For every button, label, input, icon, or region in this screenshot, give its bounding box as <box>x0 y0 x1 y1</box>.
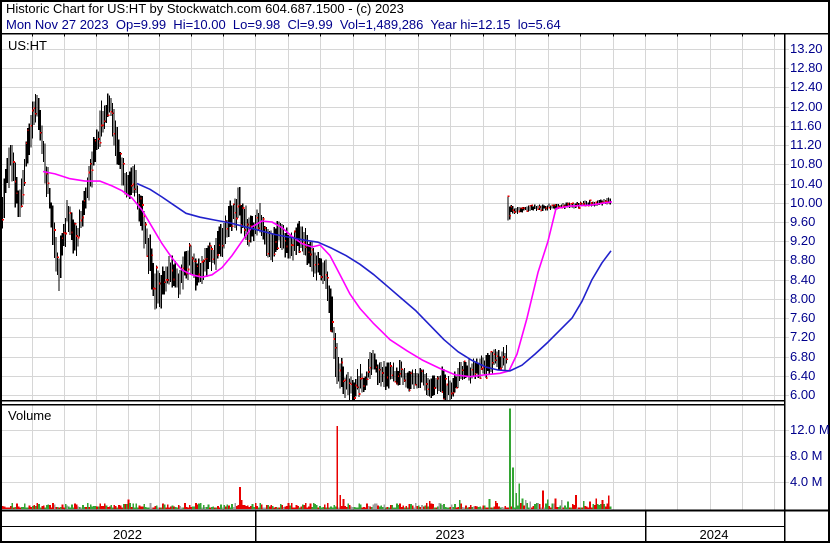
volume-bars <box>2 408 612 510</box>
price-axis-label: 12.80 <box>790 60 823 75</box>
price-axis-label: 10.40 <box>790 176 823 191</box>
price-bars <box>2 93 611 401</box>
chart-title: Historic Chart for US:HT by Stockwatch.c… <box>6 1 404 16</box>
pane-borders <box>0 32 830 542</box>
price-axis-label: 12.00 <box>790 99 823 114</box>
quote-summary-line: Mon Nov 27 2023 Op=9.99 Hi=10.00 Lo=9.98… <box>6 17 561 32</box>
price-axis-label: 6.80 <box>790 349 816 364</box>
price-axis-label: 13.20 <box>790 41 823 56</box>
volume-axis-label: 4.0 M <box>790 474 823 489</box>
price-axis-label: 7.20 <box>790 329 816 344</box>
year-label: 2023 <box>435 527 465 542</box>
volume-pane-label: Volume <box>8 408 52 423</box>
price-axis-label: 10.80 <box>790 156 823 171</box>
price-axis-label: 11.60 <box>790 118 822 133</box>
price-axis-label: 9.20 <box>790 233 816 248</box>
price-axis-label: 11.20 <box>790 137 822 152</box>
price-axis-label: 8.40 <box>790 272 816 287</box>
price-axis-label: 10.00 <box>790 195 823 210</box>
price-axis-label: 8.80 <box>790 252 816 267</box>
volume-axis-label: 8.0 M <box>790 448 823 463</box>
price-axis-label: 8.00 <box>790 291 816 306</box>
gridlines <box>1 34 789 511</box>
price-axis-label: 7.60 <box>790 310 816 325</box>
price-axis-label: 9.60 <box>790 214 816 229</box>
year-label: 2022 <box>113 527 142 542</box>
price-axis-label: 6.40 <box>790 368 816 383</box>
price-axis-label: 6.00 <box>790 387 816 402</box>
price-axis-label: 12.40 <box>790 79 823 94</box>
volume-axis-label: 12.0 M <box>790 422 830 437</box>
ma-slow-line <box>136 182 612 372</box>
year-label: 2024 <box>699 527 729 542</box>
symbol-label: US:HT <box>8 38 47 53</box>
